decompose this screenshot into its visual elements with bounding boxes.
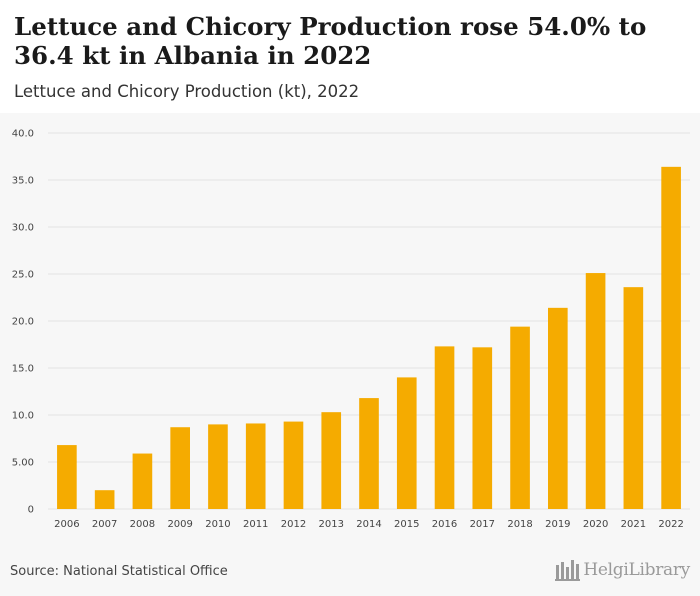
- bar-2009[interactable]: [170, 427, 190, 509]
- y-tick-label: 10.0: [12, 411, 34, 422]
- chart-header: Lettuce and Chicory Production rose 54.0…: [0, 0, 700, 113]
- y-tick-label: 40.0: [12, 129, 34, 140]
- x-axis-ticks: 2006 2007 2008 2009 2010 2011 2012 2013 2014 2015…: [54, 519, 684, 530]
- chart-footer: Source: National Statistical Office Helg…: [0, 543, 700, 596]
- y-tick-label: 30.0: [12, 223, 34, 234]
- x-tick-label: 2016: [432, 519, 457, 530]
- bar-2016[interactable]: [434, 346, 455, 509]
- bar-2020[interactable]: [585, 273, 606, 509]
- x-tick-label: 2014: [356, 519, 381, 530]
- x-tick-label: 2015: [394, 519, 419, 530]
- bar-2014[interactable]: [359, 398, 379, 509]
- bar-2006[interactable]: [57, 445, 77, 509]
- bar-2019[interactable]: [548, 307, 568, 509]
- brand-logo[interactable]: HelgiLibrary: [555, 557, 690, 583]
- bar-2017[interactable]: [472, 347, 493, 509]
- bar-2007[interactable]: [94, 490, 115, 509]
- bar-2013[interactable]: [321, 412, 342, 509]
- x-tick-label: 2008: [130, 519, 155, 530]
- chart-area: 0 5.00 10.0 15.0 20.0 25.0 30.0 35.0 40.0 2006 20…: [0, 113, 700, 543]
- brand-name: HelgiLibrary: [583, 560, 690, 580]
- x-tick-label: 2020: [583, 519, 608, 530]
- x-tick-label: 2013: [319, 519, 344, 530]
- bar-2008[interactable]: [132, 453, 153, 509]
- x-tick-label: 2007: [92, 519, 117, 530]
- bar-2022[interactable]: [661, 166, 681, 509]
- x-tick-label: 2011: [243, 519, 268, 530]
- x-tick-label: 2022: [658, 519, 683, 530]
- library-icon: [555, 560, 581, 581]
- y-tick-label: 35.0: [12, 176, 34, 187]
- x-tick-label: 2019: [545, 519, 570, 530]
- y-tick-label: 5.00: [12, 458, 34, 469]
- y-tick-label: 0: [28, 505, 34, 516]
- x-tick-label: 2018: [507, 519, 532, 530]
- y-tick-label: 15.0: [12, 364, 34, 375]
- y-axis-ticks: 0 5.00 10.0 15.0 20.0 25.0 30.0 35.0 40.0: [12, 129, 34, 516]
- x-tick-label: 2021: [621, 519, 646, 530]
- x-tick-label: 2017: [470, 519, 495, 530]
- bars: [57, 166, 681, 509]
- x-tick-label: 2006: [54, 519, 79, 530]
- gridlines: [48, 132, 690, 510]
- x-tick-label: 2009: [167, 519, 192, 530]
- source-note: Source: National Statistical Office: [10, 564, 228, 579]
- y-tick-label: 20.0: [12, 317, 34, 328]
- bar-2012[interactable]: [283, 421, 304, 509]
- y-tick-label: 25.0: [12, 270, 34, 281]
- x-tick-label: 2012: [281, 519, 306, 530]
- chart-title: Lettuce and Chicory Production rose 54.0…: [14, 12, 647, 70]
- bar-2015[interactable]: [396, 377, 417, 509]
- bar-2018[interactable]: [510, 326, 530, 509]
- bar-2021[interactable]: [623, 287, 644, 509]
- x-tick-label: 2010: [205, 519, 230, 530]
- chart-subtitle: Lettuce and Chicory Production (kt), 202…: [14, 82, 360, 101]
- bar-2010[interactable]: [208, 424, 228, 509]
- bar-2011[interactable]: [245, 423, 266, 509]
